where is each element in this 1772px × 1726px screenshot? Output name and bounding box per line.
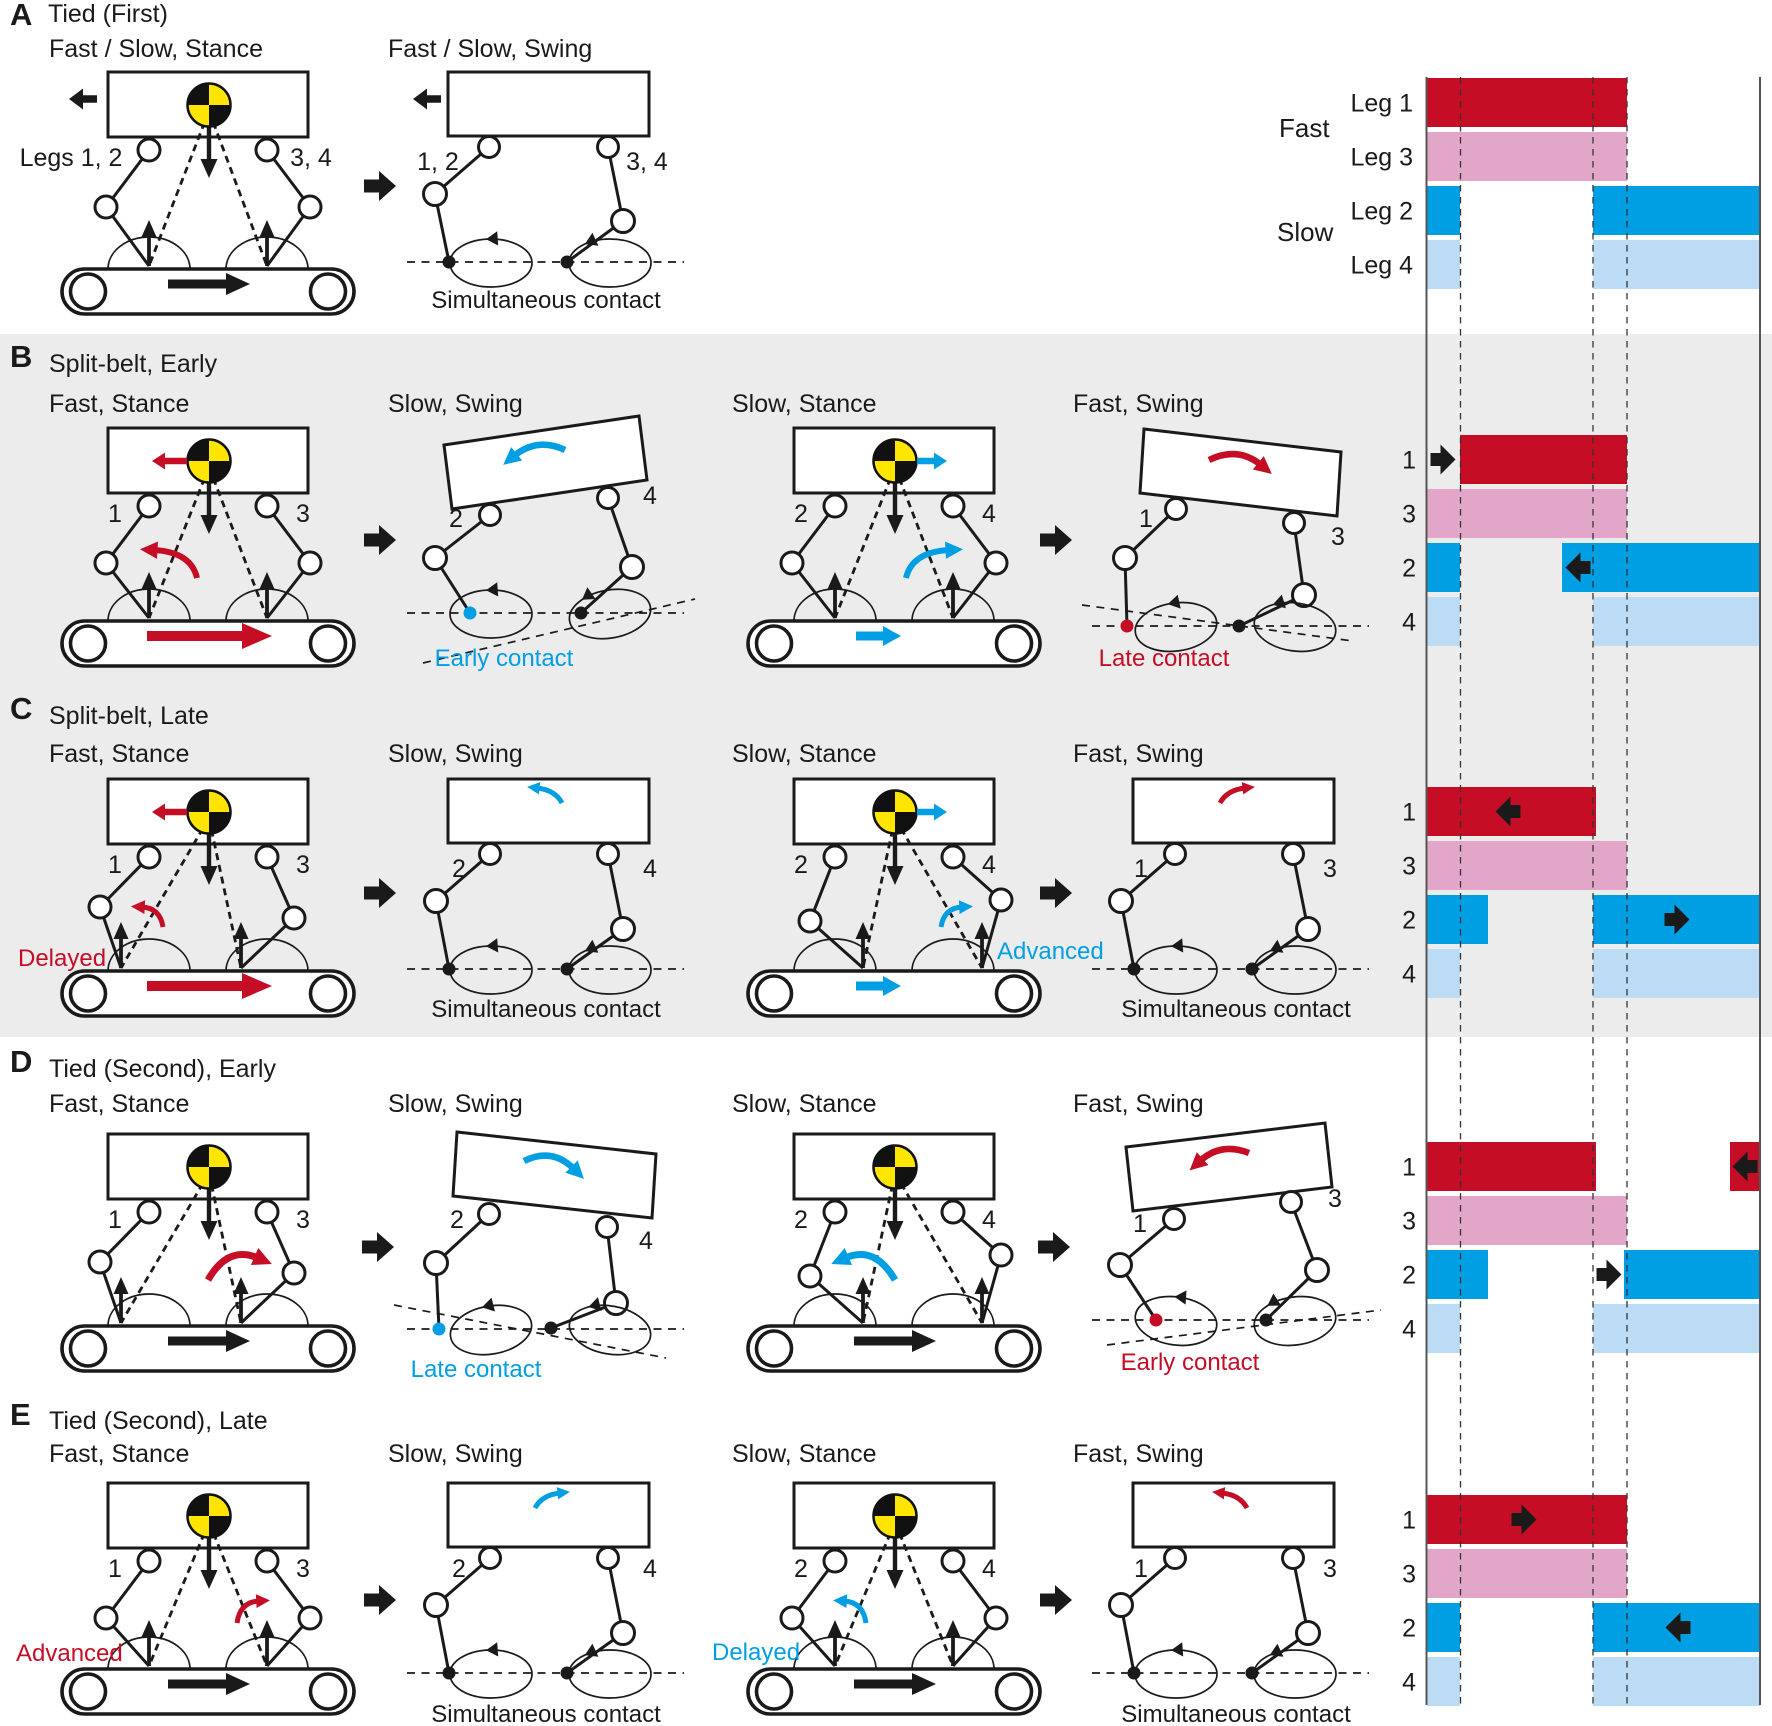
svg-text:2: 2: [450, 1206, 464, 1234]
svg-text:3: 3: [1402, 1561, 1416, 1589]
svg-text:Simultaneous contact: Simultaneous contact: [431, 996, 661, 1023]
svg-text:Simultaneous contact: Simultaneous contact: [1121, 1701, 1351, 1726]
svg-text:4: 4: [982, 1206, 996, 1234]
svg-text:Simultaneous contact: Simultaneous contact: [1121, 996, 1351, 1023]
svg-text:Leg 3: Leg 3: [1350, 144, 1413, 172]
svg-text:Legs 1, 2: Legs 1, 2: [20, 144, 123, 172]
svg-text:3, 4: 3, 4: [626, 148, 668, 176]
svg-text:2: 2: [1402, 907, 1416, 935]
svg-text:3: 3: [1328, 1185, 1342, 1213]
svg-text:2: 2: [452, 1555, 466, 1583]
svg-text:Leg 4: Leg 4: [1350, 252, 1413, 280]
svg-text:3: 3: [296, 851, 310, 879]
svg-text:4: 4: [643, 482, 657, 510]
svg-text:Delayed: Delayed: [18, 945, 106, 972]
svg-text:1: 1: [1402, 1154, 1416, 1182]
svg-text:Leg 2: Leg 2: [1350, 198, 1413, 226]
svg-text:3: 3: [296, 500, 310, 528]
svg-text:Slow, Stance: Slow, Stance: [732, 740, 877, 768]
svg-text:1: 1: [108, 1555, 122, 1583]
svg-text:1: 1: [1402, 447, 1416, 475]
svg-text:1: 1: [108, 1206, 122, 1234]
svg-text:Fast, Stance: Fast, Stance: [49, 1090, 189, 1118]
svg-text:4: 4: [643, 855, 657, 883]
svg-text:3: 3: [1402, 853, 1416, 881]
svg-text:Fast, Swing: Fast, Swing: [1073, 390, 1204, 418]
svg-text:Slow: Slow: [1277, 217, 1334, 247]
svg-text:Split-belt, Late: Split-belt, Late: [49, 702, 209, 730]
svg-text:3: 3: [1331, 523, 1345, 551]
svg-text:Fast, Swing: Fast, Swing: [1073, 1090, 1204, 1118]
svg-text:Slow, Swing: Slow, Swing: [388, 1090, 523, 1118]
svg-text:2: 2: [794, 851, 808, 879]
svg-text:4: 4: [1402, 1316, 1416, 1344]
svg-text:4: 4: [639, 1227, 653, 1255]
svg-text:1: 1: [108, 851, 122, 879]
svg-text:1: 1: [1402, 799, 1416, 827]
svg-text:Fast, Stance: Fast, Stance: [49, 390, 189, 418]
svg-text:Slow, Swing: Slow, Swing: [388, 740, 523, 768]
svg-text:2: 2: [449, 505, 463, 533]
svg-text:Tied (First): Tied (First): [48, 0, 168, 28]
svg-text:3: 3: [296, 1206, 310, 1234]
svg-text:D: D: [10, 1044, 32, 1079]
svg-text:3: 3: [1402, 1208, 1416, 1236]
svg-text:4: 4: [1402, 961, 1416, 989]
svg-text:1: 1: [1133, 1210, 1147, 1238]
svg-text:C: C: [10, 691, 32, 726]
svg-text:A: A: [10, 0, 32, 32]
svg-text:4: 4: [1402, 609, 1416, 637]
svg-text:B: B: [10, 339, 32, 374]
svg-text:Fast: Fast: [1279, 113, 1330, 143]
svg-text:2: 2: [1402, 1262, 1416, 1290]
svg-text:Fast / Slow, Stance: Fast / Slow, Stance: [49, 35, 263, 63]
svg-text:2: 2: [452, 855, 466, 883]
svg-text:2: 2: [1402, 555, 1416, 583]
svg-text:Fast, Swing: Fast, Swing: [1073, 1440, 1204, 1468]
svg-text:2: 2: [1402, 1615, 1416, 1643]
svg-text:4: 4: [982, 500, 996, 528]
svg-text:1, 2: 1, 2: [417, 148, 459, 176]
svg-text:Tied (Second), Early: Tied (Second), Early: [49, 1055, 276, 1083]
svg-text:4: 4: [982, 851, 996, 879]
svg-text:Slow, Swing: Slow, Swing: [388, 1440, 523, 1468]
svg-text:Fast / Slow, Swing: Fast / Slow, Swing: [388, 35, 592, 63]
svg-text:2: 2: [794, 500, 808, 528]
svg-text:2: 2: [794, 1555, 808, 1583]
svg-text:1: 1: [108, 500, 122, 528]
svg-text:Fast, Stance: Fast, Stance: [49, 1440, 189, 1468]
svg-text:3, 4: 3, 4: [290, 144, 332, 172]
svg-text:Early contact: Early contact: [1121, 1349, 1260, 1376]
svg-text:4: 4: [643, 1555, 657, 1583]
svg-text:1: 1: [1139, 505, 1153, 533]
svg-text:4: 4: [982, 1555, 996, 1583]
svg-text:3: 3: [296, 1555, 310, 1583]
svg-text:Advanced: Advanced: [16, 1640, 123, 1667]
svg-text:Slow, Stance: Slow, Stance: [732, 390, 877, 418]
svg-text:3: 3: [1323, 1555, 1337, 1583]
svg-text:Slow, Swing: Slow, Swing: [388, 390, 523, 418]
svg-text:Simultaneous contact: Simultaneous contact: [431, 1701, 661, 1726]
svg-text:3: 3: [1402, 501, 1416, 529]
svg-text:Fast, Stance: Fast, Stance: [49, 740, 189, 768]
svg-text:Simultaneous contact: Simultaneous contact: [431, 287, 661, 314]
svg-text:Slow, Stance: Slow, Stance: [732, 1440, 877, 1468]
svg-text:Early contact: Early contact: [435, 645, 574, 672]
svg-text:Split-belt, Early: Split-belt, Early: [49, 350, 218, 378]
svg-text:4: 4: [1402, 1669, 1416, 1697]
svg-text:Late contact: Late contact: [1099, 645, 1230, 672]
svg-text:Advanced: Advanced: [997, 938, 1104, 965]
svg-text:Leg 1: Leg 1: [1350, 90, 1413, 118]
svg-text:Delayed: Delayed: [712, 1639, 800, 1666]
svg-text:1: 1: [1134, 1555, 1148, 1583]
svg-text:Late contact: Late contact: [411, 1356, 542, 1383]
svg-text:1: 1: [1134, 855, 1148, 883]
svg-text:Slow, Stance: Slow, Stance: [732, 1090, 877, 1118]
svg-text:3: 3: [1323, 855, 1337, 883]
svg-text:Fast, Swing: Fast, Swing: [1073, 740, 1204, 768]
svg-text:Tied (Second), Late: Tied (Second), Late: [49, 1407, 268, 1435]
svg-text:E: E: [10, 1397, 31, 1432]
svg-text:2: 2: [794, 1206, 808, 1234]
svg-text:1: 1: [1402, 1507, 1416, 1535]
